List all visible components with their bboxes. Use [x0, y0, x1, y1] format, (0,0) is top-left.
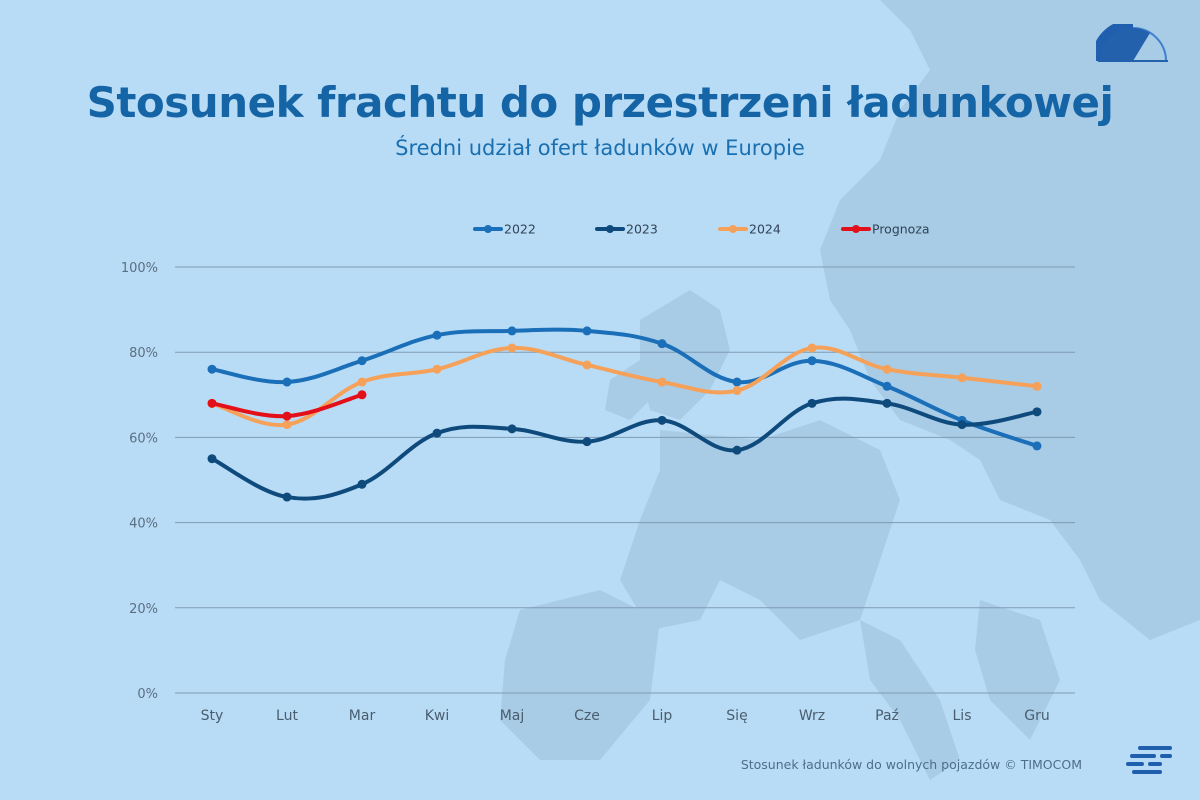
data-point-2024	[807, 343, 817, 353]
x-tick-label: Lut	[276, 708, 298, 724]
y-tick-label: 60%	[129, 431, 158, 446]
data-point-2024	[282, 420, 292, 430]
x-tick-label: Sty	[201, 708, 224, 724]
x-tick-label: Lis	[953, 708, 972, 724]
series-line-2024	[210, 345, 1039, 428]
legend-label-2024: 2024	[749, 222, 781, 237]
data-point-2023	[582, 437, 592, 447]
data-point-2022	[732, 377, 742, 387]
data-point-2022	[357, 356, 367, 366]
data-point-2024	[957, 373, 967, 383]
data-point-2023	[207, 454, 217, 464]
data-point-2022	[1032, 441, 1042, 451]
data-point-2024	[1032, 381, 1042, 391]
x-tick-label: Cze	[574, 708, 600, 724]
data-point-Prognoza	[207, 398, 217, 408]
source-note: Stosunek ładunków do wolnych pojazdów © …	[740, 757, 1082, 772]
y-tick-label: 0%	[137, 687, 158, 702]
timocom-logo-icon	[1126, 746, 1172, 774]
data-point-2022	[207, 364, 217, 374]
legend-marker-2022	[484, 225, 492, 233]
x-tick-label: Mar	[349, 708, 376, 724]
data-point-2022	[807, 356, 817, 366]
legend-marker-2023	[606, 225, 614, 233]
data-point-2022	[657, 339, 667, 349]
data-point-2024	[882, 364, 892, 374]
data-point-2023	[432, 428, 442, 438]
y-tick-label: 40%	[129, 517, 158, 532]
data-point-2023	[657, 415, 667, 425]
chart-subtitle: Średni udział ofert ładunków w Europie	[395, 136, 805, 160]
x-tick-label: Gru	[1024, 708, 1049, 724]
data-point-2024	[582, 360, 592, 370]
data-point-Prognoza	[357, 390, 367, 400]
x-tick-label: Wrz	[799, 708, 825, 724]
legend-label-2022: 2022	[504, 222, 536, 237]
legend-label-Prognoza: Prognoza	[872, 222, 930, 237]
data-point-2023	[732, 445, 742, 455]
x-tick-label: Się	[726, 708, 747, 724]
data-point-2022	[282, 377, 292, 387]
legend-marker-2024	[729, 225, 737, 233]
data-point-2022	[882, 381, 892, 391]
data-point-2024	[432, 364, 442, 374]
data-point-2023	[357, 479, 367, 489]
x-tick-label: Maj	[500, 708, 525, 724]
legend-marker-Prognoza	[852, 225, 860, 233]
data-point-2024	[507, 343, 517, 353]
y-tick-label: 100%	[121, 261, 158, 276]
chart-title: Stosunek frachtu do przestrzeni ładunkow…	[86, 78, 1114, 127]
data-point-2023	[807, 398, 817, 408]
data-point-2023	[507, 424, 517, 434]
data-point-2023	[957, 420, 967, 430]
y-tick-label: 80%	[129, 346, 158, 361]
data-point-2022	[507, 326, 517, 336]
legend-label-2023: 2023	[626, 222, 658, 237]
data-point-2024	[732, 386, 742, 396]
x-tick-label: Kwi	[425, 708, 450, 724]
data-point-Prognoza	[282, 411, 292, 421]
data-point-2022	[582, 326, 592, 336]
data-point-2022	[432, 330, 442, 340]
data-point-2024	[657, 377, 667, 387]
x-tick-label: Lip	[652, 708, 673, 724]
gauge-icon	[1096, 24, 1168, 62]
data-point-2023	[882, 398, 892, 408]
series-line-2023	[210, 396, 1039, 501]
data-point-2023	[1032, 407, 1042, 417]
y-tick-label: 20%	[129, 602, 158, 617]
x-tick-label: Paź	[875, 708, 899, 724]
data-point-2023	[282, 492, 292, 502]
data-point-2024	[357, 377, 367, 387]
